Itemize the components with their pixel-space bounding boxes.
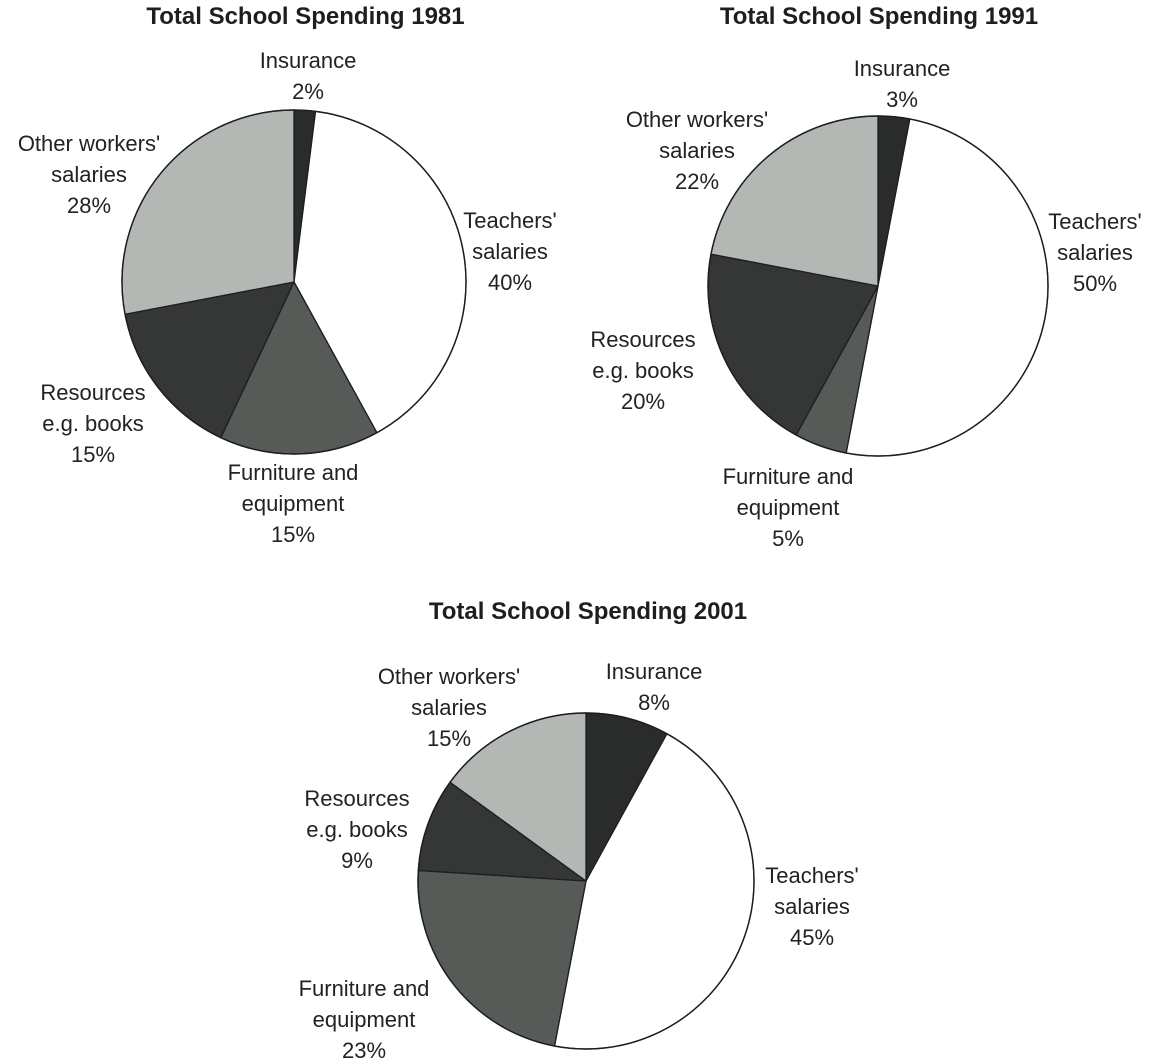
slice-label-other-workers-salaries-2001: Other workers' salaries 15%	[378, 664, 520, 751]
slice-label-insurance-1981: Insurance 2%	[260, 48, 357, 104]
slice-label-resources-e-g-books-1981: Resources e.g. books 15%	[40, 380, 145, 467]
slice-label-insurance-2001: Insurance 8%	[606, 659, 703, 715]
slice-label-teachers-salaries-1981: Teachers' salaries 40%	[463, 208, 556, 295]
slice-label-teachers-salaries-2001: Teachers' salaries 45%	[765, 863, 858, 950]
slice-label-other-workers-salaries-1991: Other workers' salaries 22%	[626, 107, 768, 194]
pie-outline-1981	[121, 109, 467, 455]
slice-label-insurance-1991: Insurance 3%	[854, 56, 951, 112]
slice-label-furniture-and-equipment-1981: Furniture and equipment 15%	[228, 460, 359, 547]
slice-label-resources-e-g-books-2001: Resources e.g. books 9%	[304, 786, 409, 873]
slice-label-resources-e-g-books-1991: Resources e.g. books 20%	[590, 327, 695, 414]
chart-title-1981: Total School Spending 1981	[146, 3, 465, 30]
pie-chart-1991: Insurance 3% Teachers' salaries 50% Furniture…	[590, 56, 1141, 551]
chart-title-1991: Total School Spending 1991	[719, 3, 1039, 30]
pie-chart-1981: Insurance 2% Teachers' salaries 40% Furniture…	[18, 48, 557, 547]
pie-outline-2001	[417, 712, 755, 1050]
slice-label-teachers-salaries-1991: Teachers' salaries 50%	[1048, 209, 1141, 296]
slice-label-other-workers-salaries-1981: Other workers' salaries 28%	[18, 131, 160, 218]
chart-title-2001: Total School Spending 2001	[428, 598, 748, 625]
slice-label-furniture-and-equipment-2001: Furniture and equipment 23%	[299, 976, 430, 1063]
pie-chart-2001: Insurance 8% Teachers' salaries 45% Furniture…	[299, 659, 859, 1063]
pie-outline-1991	[707, 115, 1049, 457]
slice-label-furniture-and-equipment-1991: Furniture and equipment 5%	[723, 464, 854, 551]
